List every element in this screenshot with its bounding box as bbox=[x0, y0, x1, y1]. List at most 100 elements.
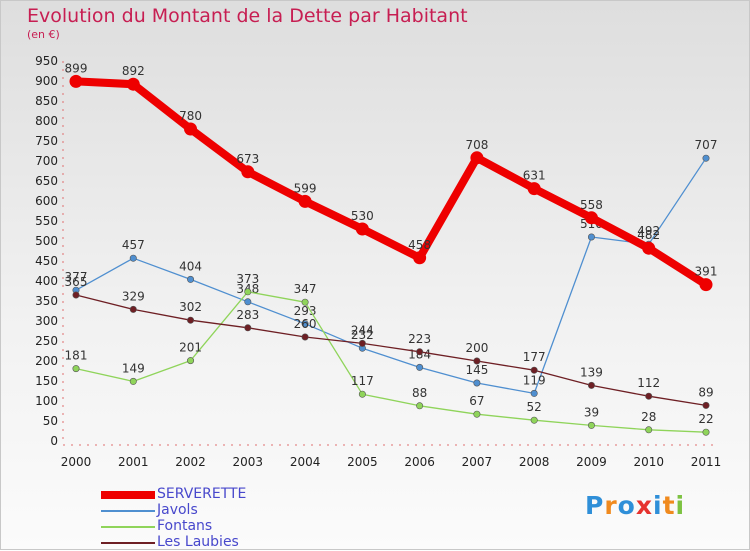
data-label: 558 bbox=[580, 198, 603, 212]
data-point bbox=[129, 377, 137, 385]
legend-swatch bbox=[101, 542, 155, 544]
legend-label: Les Laubies bbox=[157, 534, 239, 550]
data-label: 112 bbox=[637, 376, 660, 390]
x-tick-label: 2011 bbox=[691, 455, 722, 469]
y-tick-label: 550 bbox=[35, 214, 58, 228]
data-point bbox=[72, 365, 80, 373]
logo-letter: i bbox=[675, 491, 686, 520]
data-point bbox=[69, 74, 83, 88]
data-point bbox=[301, 320, 309, 328]
data-label: 457 bbox=[122, 238, 145, 252]
logo-letter: t bbox=[662, 491, 676, 520]
data-point bbox=[530, 416, 538, 424]
data-label: 283 bbox=[236, 308, 259, 322]
data-point bbox=[527, 182, 541, 196]
x-tick-label: 2001 bbox=[118, 455, 149, 469]
legend-swatch bbox=[101, 526, 155, 528]
data-point bbox=[416, 363, 424, 371]
data-label: 293 bbox=[294, 304, 317, 318]
logo-letter: i bbox=[653, 491, 663, 520]
data-label: 88 bbox=[412, 386, 427, 400]
data-point bbox=[702, 401, 710, 409]
data-point bbox=[301, 333, 309, 341]
legend-label: Fontans bbox=[157, 518, 213, 534]
series-line-fontans bbox=[75, 291, 707, 433]
data-label: 181 bbox=[65, 349, 88, 363]
data-point bbox=[473, 357, 481, 365]
data-label: 892 bbox=[122, 64, 145, 78]
data-label: 200 bbox=[465, 341, 488, 355]
legend-label: Javols bbox=[157, 502, 198, 518]
data-point bbox=[473, 379, 481, 387]
data-point bbox=[530, 389, 538, 397]
data-point bbox=[358, 339, 366, 347]
y-tick-label: 350 bbox=[35, 294, 58, 308]
x-tick-label: 2008 bbox=[519, 455, 550, 469]
data-label: 599 bbox=[294, 181, 317, 195]
data-label: 67 bbox=[469, 394, 484, 408]
data-point bbox=[642, 241, 656, 255]
data-label: 365 bbox=[65, 275, 88, 289]
data-point bbox=[702, 428, 710, 436]
data-label: 899 bbox=[65, 61, 88, 75]
data-label: 177 bbox=[523, 350, 546, 364]
data-label: 530 bbox=[351, 209, 374, 223]
data-point bbox=[187, 357, 195, 365]
x-tick-label: 2010 bbox=[633, 455, 664, 469]
y-tick-label: 400 bbox=[35, 274, 58, 288]
chart-title: Evolution du Montant de la Dette par Hab… bbox=[27, 5, 468, 27]
data-point bbox=[470, 151, 484, 165]
data-point bbox=[530, 366, 538, 374]
y-tick-label: 800 bbox=[35, 114, 58, 128]
data-point bbox=[587, 381, 595, 389]
data-point bbox=[301, 298, 309, 306]
proxiti-logo: Proxiti bbox=[585, 491, 685, 520]
data-label: 780 bbox=[179, 109, 202, 123]
y-tick-label: 200 bbox=[35, 354, 58, 368]
data-point bbox=[244, 298, 252, 306]
x-tick-label: 2005 bbox=[347, 455, 378, 469]
data-point bbox=[129, 254, 137, 262]
data-label: 149 bbox=[122, 361, 145, 375]
data-point bbox=[699, 278, 713, 292]
legend-swatch bbox=[101, 491, 155, 499]
data-label: 377 bbox=[65, 270, 88, 284]
data-label: 145 bbox=[465, 363, 488, 377]
y-tick-label: 700 bbox=[35, 154, 58, 168]
y-tick-label: 900 bbox=[35, 74, 58, 88]
y-tick-label: 950 bbox=[35, 54, 58, 68]
logo-letter: P bbox=[585, 491, 605, 520]
data-point bbox=[413, 251, 427, 265]
data-label: 631 bbox=[523, 169, 546, 183]
chart-unit: (en €) bbox=[27, 28, 60, 41]
data-label: 39 bbox=[584, 405, 599, 419]
y-tick-label: 250 bbox=[35, 334, 58, 348]
data-point bbox=[129, 305, 137, 313]
y-tick-label: 100 bbox=[35, 394, 58, 408]
data-label: 329 bbox=[122, 289, 145, 303]
data-point bbox=[184, 122, 198, 136]
y-tick-label: 850 bbox=[35, 94, 58, 108]
data-point bbox=[187, 316, 195, 324]
data-label: 244 bbox=[351, 323, 374, 337]
data-point bbox=[584, 211, 598, 225]
y-tick-label: 0 bbox=[50, 434, 58, 448]
data-point bbox=[187, 275, 195, 283]
y-tick-label: 500 bbox=[35, 234, 58, 248]
data-point bbox=[358, 390, 366, 398]
data-label: 119 bbox=[523, 373, 546, 387]
data-point bbox=[645, 426, 653, 434]
data-label: 260 bbox=[294, 317, 317, 331]
y-tick-label: 650 bbox=[35, 174, 58, 188]
x-tick-label: 2007 bbox=[462, 455, 493, 469]
data-label: 492 bbox=[637, 224, 660, 238]
data-label: 89 bbox=[698, 385, 713, 399]
data-point bbox=[416, 348, 424, 356]
data-label: 201 bbox=[179, 341, 202, 355]
data-point bbox=[244, 324, 252, 332]
data-label: 28 bbox=[641, 410, 656, 424]
data-label: 117 bbox=[351, 374, 374, 388]
data-label: 347 bbox=[294, 282, 317, 296]
